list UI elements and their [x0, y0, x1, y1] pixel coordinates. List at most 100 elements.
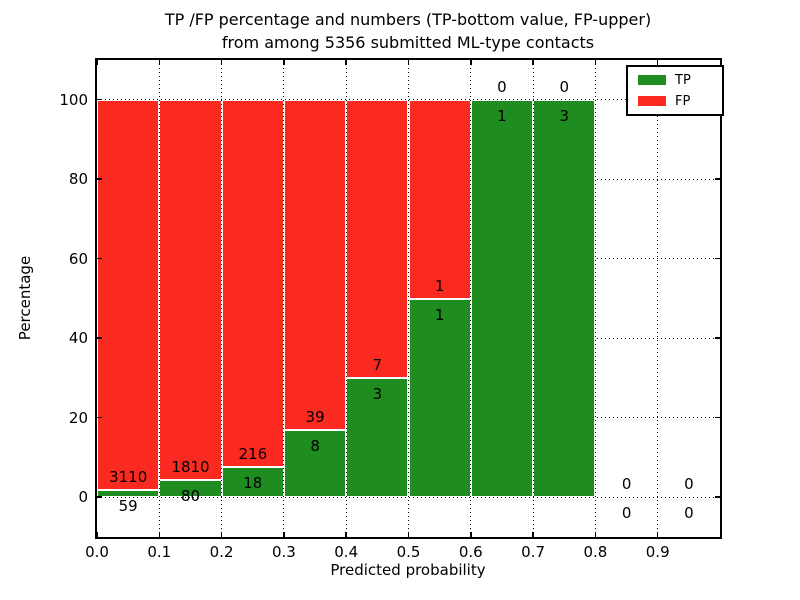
tp-legend-swatch-icon: [638, 75, 666, 85]
x-tick-label: 0.1: [147, 543, 172, 561]
fp-bar-segment: [408, 99, 471, 299]
x-tick-label: 0.2: [209, 543, 234, 561]
x-axis-tick: [220, 532, 223, 537]
y-axis-tick: [97, 98, 102, 101]
fp-count-label: 0: [684, 475, 694, 494]
v-gridline: [408, 60, 409, 537]
y-axis-label: Percentage: [16, 255, 34, 341]
x-axis-tick: [532, 532, 534, 537]
v-gridline: [657, 60, 659, 537]
tp-count-label: 1: [497, 106, 507, 125]
tp-count-label: 3: [372, 385, 383, 403]
x-axis-tick: [594, 60, 597, 65]
fp-bar-segment: [159, 99, 222, 481]
fp-count-label: 7: [372, 356, 383, 374]
fp-bar-segment: [221, 99, 284, 467]
fp-bar-segment: [346, 99, 409, 379]
v-gridline: [594, 60, 596, 537]
y-axis-tick: [715, 496, 720, 498]
y-tick-label: 0: [78, 488, 88, 507]
chart-title-line1: TP /FP percentage and numbers (TP-bottom…: [164, 10, 652, 29]
y-axis-tick: [97, 257, 102, 260]
tp-bar-segment: [159, 480, 222, 498]
fp-count-label: 1810: [171, 458, 210, 477]
tp-bar-segment: [533, 99, 596, 498]
fp-legend-swatch-icon: [638, 96, 666, 106]
x-axis-tick: [158, 532, 161, 537]
tp-count-label: 18: [243, 473, 263, 492]
x-axis-tick: [407, 532, 410, 537]
v-gridline: [532, 60, 534, 537]
x-tick-label: 0.9: [645, 543, 670, 561]
fp-bar-segment: [97, 99, 160, 490]
y-tick-label: 60: [68, 249, 88, 268]
x-axis-tick: [532, 60, 534, 65]
x-axis-tick: [470, 532, 472, 537]
x-axis-tick: [158, 60, 161, 65]
x-axis-tick: [656, 60, 659, 65]
x-axis-tick: [96, 60, 98, 65]
y-tick-label: 80: [68, 170, 88, 189]
x-axis-tick: [470, 60, 472, 65]
tp-bar-segment: [408, 298, 471, 498]
x-axis-tick: [656, 532, 659, 537]
x-axis-tick: [345, 532, 347, 537]
x-axis-tick: [96, 532, 98, 537]
legend-row-tp: TP: [638, 73, 722, 88]
y-axis-tick: [715, 178, 720, 180]
y-tick-label: 40: [68, 329, 88, 348]
chart-title: TP /FP percentage and numbers (TP-bottom…: [58, 8, 758, 54]
tp-bar-segment: [97, 489, 160, 498]
tp-count-label: 8: [310, 436, 320, 455]
tp-count-label: 0: [684, 504, 694, 523]
v-gridline: [345, 60, 347, 537]
legend-row-fp: FP: [638, 94, 722, 109]
tp-count-label: 80: [180, 487, 201, 506]
x-tick-label: 0.4: [334, 543, 359, 561]
x-tick-label: 0.7: [521, 543, 546, 561]
fp-legend-label: FP: [675, 93, 691, 109]
fp-bar-segment: [283, 99, 347, 430]
x-axis-tick: [407, 60, 410, 65]
x-tick-label: 0.0: [85, 543, 109, 561]
fp-count-label: 216: [238, 444, 268, 463]
fp-count-label: 0: [497, 77, 507, 96]
v-gridline: [283, 60, 285, 537]
x-axis-tick: [283, 60, 285, 65]
tp-count-label: 0: [621, 504, 632, 523]
v-gridline: [470, 60, 472, 537]
y-axis-tick: [97, 496, 102, 498]
v-gridline: [158, 60, 160, 537]
fp-count-label: 3110: [109, 467, 148, 486]
x-axis-tick: [345, 60, 347, 65]
tp-bar-segment: [470, 99, 534, 498]
fp-count-label: 0: [621, 475, 632, 494]
y-axis-tick: [97, 416, 102, 419]
tp-bar-segment: [283, 429, 347, 498]
tp-bar-segment: [346, 378, 409, 498]
tp-count-label: 59: [118, 496, 138, 515]
y-axis-tick: [715, 337, 720, 339]
fp-count-label: 39: [305, 407, 325, 426]
fp-count-label: 1: [434, 276, 445, 295]
y-tick-label: 20: [68, 408, 88, 427]
plot-area: TP /FP percentage and numbers (TP-bottom…: [16, 10, 724, 579]
tp-bar-segment: [221, 466, 284, 498]
x-axis-tick: [283, 532, 285, 537]
x-tick-label: 0.5: [396, 543, 421, 561]
legend: TP FP: [626, 65, 724, 116]
v-gridline: [221, 60, 223, 537]
y-axis-tick: [715, 416, 720, 419]
y-axis-tick: [715, 257, 720, 260]
x-tick-label: 0.6: [458, 543, 483, 561]
y-axis-tick: [97, 178, 102, 180]
tp-legend-label: TP: [675, 72, 691, 88]
x-axis-tick: [594, 532, 597, 537]
tp-count-label: 1: [434, 305, 445, 324]
chart-title-line2: from among 5356 submitted ML-type contac…: [221, 33, 595, 52]
x-axis-label: Predicted probability: [330, 561, 486, 579]
x-axis-tick: [220, 60, 223, 65]
y-axis-tick: [97, 337, 102, 339]
tp-count-label: 3: [559, 106, 570, 125]
